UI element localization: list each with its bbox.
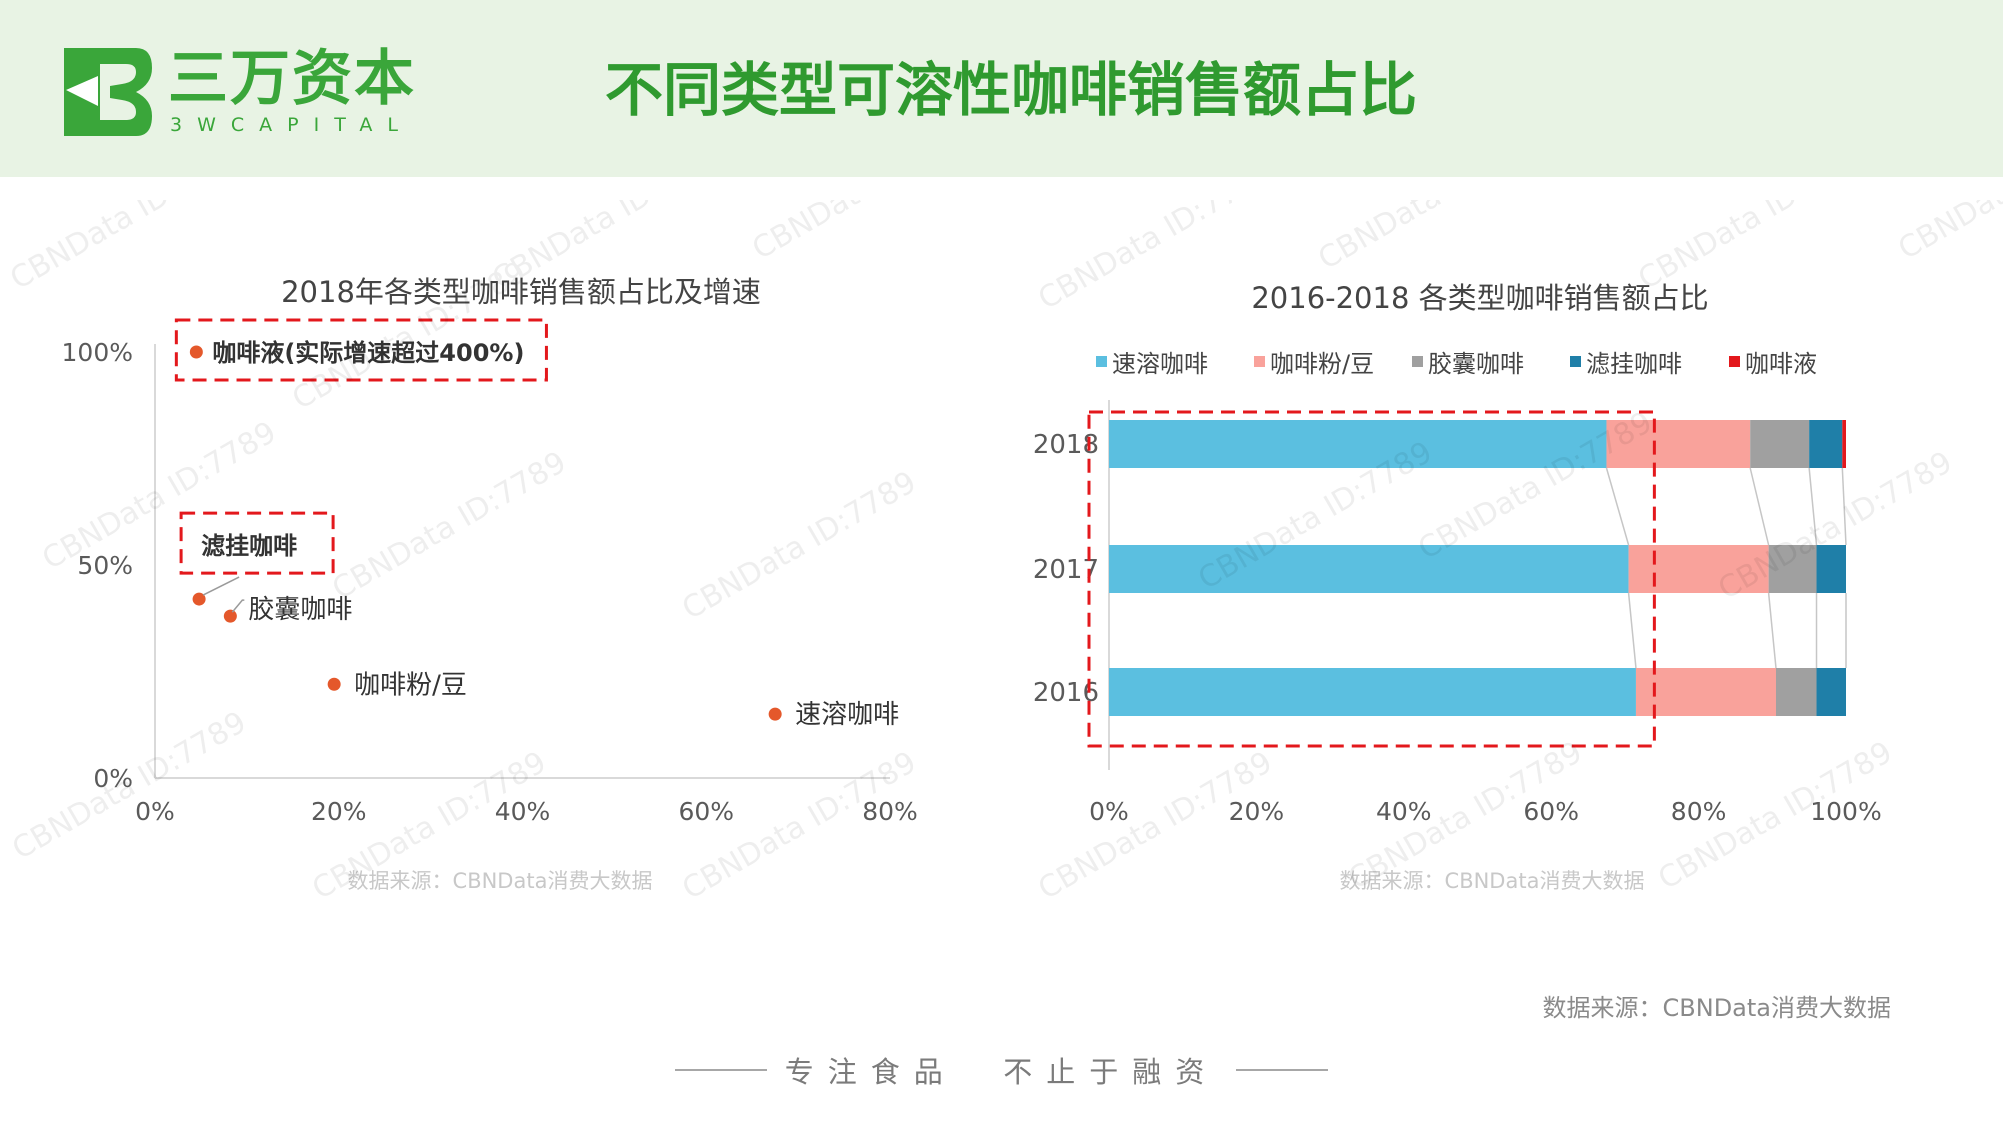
stacked-bar-panel: 2016-2018 各类型咖啡销售额占比速溶咖啡 咖啡粉/豆 胶囊咖啡 滤挂咖啡 咖啡液… — [1026, 200, 2003, 922]
bar-segment — [1109, 420, 1607, 468]
point-label: 速溶咖啡 — [795, 700, 899, 730]
bar-source: 数据来源：CBNData消费大数据 — [1340, 869, 1645, 893]
bar-segment — [1750, 420, 1810, 468]
source-note: 数据来源：CBNData消费大数据 — [1542, 994, 1891, 1022]
bar-segment — [1606, 420, 1751, 468]
series-connector — [1749, 467, 1770, 546]
scatter-point — [327, 677, 341, 691]
bar-segment — [1635, 668, 1776, 716]
legend-label: 咖啡粉/豆 — [1270, 350, 1374, 378]
y-tick-label: 100% — [62, 338, 133, 367]
x-tick-label: 20% — [1229, 797, 1285, 826]
label-leader-line — [202, 576, 240, 596]
x-tick-label: 0% — [1089, 797, 1129, 826]
point-label: 咖啡粉/豆 — [354, 670, 467, 700]
bar-segment — [1775, 668, 1817, 716]
legend-label: 咖啡液 — [1745, 350, 1817, 378]
legend-swatch — [1729, 356, 1740, 367]
legend-label: 速溶咖啡 — [1112, 350, 1208, 378]
bar-segment — [1628, 545, 1769, 593]
legend-label: 滤挂咖啡 — [1586, 350, 1682, 378]
x-tick-label: 20% — [311, 797, 367, 826]
watermark-text: CBNData ID:7789 — [1893, 200, 2003, 267]
watermark-text: CBNData ID:7789 — [677, 465, 923, 627]
bar-segment — [1109, 668, 1636, 716]
x-tick-label: 80% — [1671, 797, 1727, 826]
watermark-text: CBNData ID:7789 — [1313, 200, 1559, 277]
scatter-point — [189, 345, 203, 359]
watermark-text: CBNData ID:7789 — [7, 705, 253, 867]
scatter-point — [768, 707, 782, 721]
x-tick-label: 0% — [135, 797, 175, 826]
highlight-box — [179, 511, 335, 575]
point-label: 咖啡液(实际增速超过400%) — [212, 339, 524, 367]
x-tick-label: 40% — [1376, 797, 1432, 826]
watermark-text: CBNData ID:7789 — [327, 445, 573, 607]
watermark-text: CBNData ID:7789 — [1033, 200, 1279, 317]
bar-segment — [1109, 545, 1629, 593]
point-label: 胶囊咖啡 — [248, 595, 352, 625]
scatter-point — [192, 592, 206, 606]
scatter-title: 2018年各类型咖啡销售额占比及增速 — [281, 275, 761, 309]
bar-segment — [1842, 420, 1846, 468]
legend-label: 胶囊咖啡 — [1428, 350, 1524, 378]
scatter-point — [223, 609, 237, 623]
watermark-text: CBNData ID:7789 — [1633, 200, 1879, 297]
scatter-chart: 2018年各类型咖啡销售额占比及增速 0% 20% 40% 60% 80% 0% 50% 100… — [5, 200, 993, 907]
page-title: 不同类型可溶性咖啡销售额占比 — [605, 56, 1418, 124]
x-tick-label: 60% — [678, 797, 734, 826]
scatter-source: 数据来源：CBNData消费大数据 — [348, 869, 653, 893]
scatter-panel: 2018年各类型咖啡销售额占比及增速 0% 20% 40% 60% 80% 0% 50% 100… — [0, 200, 1000, 922]
x-tick-label: 100% — [1810, 797, 1881, 826]
header-bar: 三万资本 3WCAPITAL 不同类型可溶性咖啡销售额占比 — [0, 0, 2003, 177]
watermark-text: CBNData ID:7789 — [747, 200, 993, 267]
x-tick-label: 60% — [1523, 797, 1579, 826]
legend-swatch — [1570, 356, 1581, 367]
y-tick-label: 0% — [93, 764, 133, 793]
legend-swatch — [1412, 356, 1423, 367]
series-connector — [1841, 467, 1847, 546]
x-tick-label: 40% — [495, 797, 551, 826]
logo-subtitle: 3WCAPITAL — [170, 114, 413, 136]
footer-slogan: 专注食品 不止于融资 — [784, 1055, 1219, 1089]
series-connector — [1627, 592, 1637, 669]
logo-name: 三万资本 — [168, 44, 416, 114]
footer: 专注食品 不止于融资 — [0, 1050, 2003, 1090]
legend-swatch — [1254, 356, 1265, 367]
highlight-box — [174, 318, 548, 382]
footer-line-left — [674, 1069, 767, 1071]
point-label: 滤挂咖啡 — [201, 532, 297, 560]
series-connector — [1808, 467, 1818, 546]
label-leader-line — [231, 599, 245, 613]
watermark-text: CBNData ID:7789 — [5, 200, 251, 297]
bar-segment — [1816, 545, 1846, 593]
logo-icon — [64, 48, 152, 136]
bar-segment — [1809, 420, 1843, 468]
bar-segment — [1768, 545, 1817, 593]
legend-swatch — [1096, 356, 1107, 367]
bar-title: 2016-2018 各类型咖啡销售额占比 — [1251, 281, 1708, 315]
highlight-box — [1087, 410, 1656, 748]
footer-line-right — [1236, 1069, 1329, 1071]
bar-segment — [1816, 668, 1846, 716]
series-connector — [1605, 467, 1630, 546]
series-connector — [1767, 592, 1777, 669]
x-tick-label: 80% — [862, 797, 918, 826]
y-tick-label: 50% — [77, 551, 133, 580]
